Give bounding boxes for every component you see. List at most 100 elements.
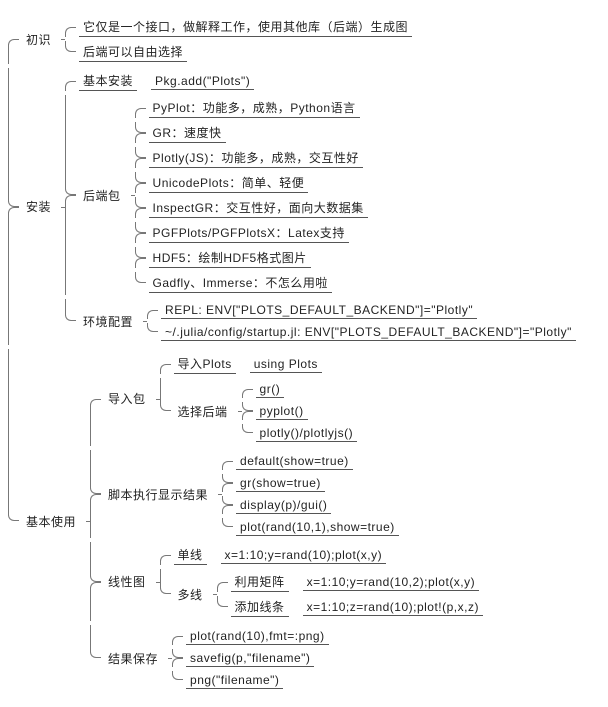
node-row: InspectGR：交互性好，面向大数据集 (149, 197, 374, 218)
tree-node: 初识它仅是一个接口，做解释工作，使用其他库（后端）生成图后端可以自由选择 (8, 14, 600, 64)
tree-node: 安装基本安装Pkg.add("Plots")后端包PyPlot：功能多，成熟，P… (8, 68, 600, 345)
leaf-label: 导入Plots (174, 353, 236, 374)
leaf-label: InspectGR：交互性好，面向大数据集 (149, 197, 368, 218)
tree-node: plot(rand(10),fmt=:png) (172, 627, 335, 645)
branch-label: 结果保存 (104, 648, 162, 669)
leaf-label: Gadfly、Immerse：不怎么用啦 (149, 272, 332, 293)
node-row: 导入包 (104, 388, 156, 409)
leaf-label: gr() (256, 380, 285, 398)
tree-node: 结果保存 plot(rand(10),fmt=:png) savefig(p,"fi… (90, 625, 489, 691)
children: 单线x=1:10;y=rand(10);plot(x,y) 多线利用矩阵 x=1:1… (160, 542, 489, 621)
tree-node: UnicodePlots：简单、轻便 (135, 172, 374, 193)
node-row: 利用矩阵 x=1:10;y=rand(10,2);plot(x,y) (231, 571, 486, 592)
node-row: Gadfly、Immerse：不怎么用啦 (149, 272, 338, 293)
tree-node: display(p)/gui() (222, 496, 405, 514)
node-row: gr(show=true) (236, 474, 331, 492)
node-row: 安装 (22, 196, 61, 217)
tree-node: 导入包导入Plotsusing Plots选择后端gr()pyplot()plo… (90, 351, 489, 446)
children: REPL: ENV["PLOTS_DEFAULT_BACKEND"]="Plot… (147, 299, 582, 343)
tree-node: 后端包 PyPlot：功能多，成熟，Python语言 GR：速度快 Plotly(JS… (65, 95, 582, 295)
branch-label: 脚本执行显示结果 (104, 484, 212, 505)
children: PyPlot：功能多，成熟，Python语言 GR：速度快 Plotly(JS)：功… (135, 95, 374, 295)
node-row: 结果保存 (104, 648, 168, 669)
leaf-label: Plotly(JS)：功能多，成熟，交互性好 (149, 147, 363, 168)
node-row: ~/.julia/config/startup.jl: ENV["PLOTS_D… (161, 323, 582, 341)
leaf-label: 添加线条 (231, 596, 289, 617)
tree-node: 添加线条 x=1:10;z=rand(10);plot!(p,x,z) (217, 596, 489, 617)
tree-node: 选择后端 gr() pyplot() plotly()/plotlyjs() (160, 378, 364, 444)
node-row: GR：速度快 (149, 122, 232, 143)
node-row: 脚本执行显示结果 (104, 484, 218, 505)
tree-node: gr() (242, 380, 364, 398)
node-row: gr() (256, 380, 291, 398)
leaf-label: plot(rand(10,1),show=true) (236, 518, 399, 536)
leaf-label: 利用矩阵 (231, 571, 289, 592)
leaf-label: display(p)/gui() (236, 496, 331, 514)
leaf-label: default(show=true) (236, 452, 353, 470)
tree-node: pyplot() (242, 402, 364, 420)
branch-label: 导入包 (104, 388, 150, 409)
leaf-label: 它仅是一个接口，做解释工作，使用其他库（后端）生成图 (79, 16, 412, 37)
node-row: 基本使用 (22, 511, 86, 532)
aside-label: x=1:10;y=rand(10,2);plot(x,y) (303, 573, 480, 591)
node-row: PyPlot：功能多，成熟，Python语言 (149, 97, 366, 118)
aside-label: x=1:10;z=rand(10);plot!(p,x,z) (303, 598, 483, 616)
children: default(show=true) gr(show=true) display(p… (222, 450, 405, 538)
leaf-label: png("filename") (186, 671, 283, 689)
branch-label: 环境配置 (79, 311, 137, 332)
branch-label: 基本使用 (22, 511, 80, 532)
node-row: 初识 (22, 29, 61, 50)
node-row: pyplot() (256, 402, 314, 420)
tree-node: 单线x=1:10;y=rand(10);plot(x,y) (160, 544, 489, 565)
tree-node: HDF5：绘制HDF5格式图片 (135, 247, 374, 268)
branch-label: 初识 (22, 29, 55, 50)
tree-node: PyPlot：功能多，成熟，Python语言 (135, 97, 374, 118)
tree-node: REPL: ENV["PLOTS_DEFAULT_BACKEND"]="Plot… (147, 301, 582, 319)
node-row: REPL: ENV["PLOTS_DEFAULT_BACKEND"]="Plot… (161, 301, 483, 319)
tree-node: default(show=true) (222, 452, 405, 470)
tree-node: ~/.julia/config/startup.jl: ENV["PLOTS_D… (147, 323, 582, 341)
node-row: 环境配置 (79, 311, 143, 332)
tree-node: plotly()/plotlyjs() (242, 424, 364, 442)
leaf-label: ~/.julia/config/startup.jl: ENV["PLOTS_D… (161, 323, 576, 341)
children: 导入包导入Plotsusing Plots选择后端gr()pyplot()plo… (90, 349, 489, 693)
leaf-label: PGFPlots/PGFPlotsX：Latex支持 (149, 222, 349, 243)
tree-node: 基本使用导入包导入Plotsusing Plots选择后端gr()pyplot(… (8, 349, 600, 693)
tree-node: PGFPlots/PGFPlotsX：Latex支持 (135, 222, 374, 243)
tree-node: 后端可以自由选择 (65, 41, 418, 62)
leaf-label: 后端可以自由选择 (79, 41, 187, 62)
leaf-label: GR：速度快 (149, 122, 226, 143)
leaf-label: 基本安装 (79, 70, 137, 91)
tree-node: 脚本执行显示结果default(show=true)gr(show=true)d… (90, 450, 489, 538)
node-row: 后端包 (79, 185, 131, 206)
branch-label: 线性图 (104, 571, 150, 592)
tree-node: GR：速度快 (135, 122, 374, 143)
node-row: 选择后端 (174, 401, 238, 422)
children: 基本安装Pkg.add("Plots")后端包PyPlot：功能多，成熟，Pyt… (65, 68, 582, 345)
node-row: default(show=true) (236, 452, 359, 470)
tree-node: 利用矩阵 x=1:10;y=rand(10,2);plot(x,y) (217, 571, 489, 592)
tree-node: Gadfly、Immerse：不怎么用啦 (135, 272, 374, 293)
mindmap-root: 初识它仅是一个接口，做解释工作，使用其他库（后端）生成图后端可以自由选择安装基本… (8, 12, 600, 695)
node-row: display(p)/gui() (236, 496, 337, 514)
node-row: 添加线条 x=1:10;z=rand(10);plot!(p,x,z) (231, 596, 489, 617)
tree-node: InspectGR：交互性好，面向大数据集 (135, 197, 374, 218)
leaf-label: UnicodePlots：简单、轻便 (149, 172, 309, 193)
node-row: 它仅是一个接口，做解释工作，使用其他库（后端）生成图 (79, 16, 418, 37)
node-row: 单线x=1:10;y=rand(10);plot(x,y) (174, 544, 393, 565)
leaf-label: gr(show=true) (236, 474, 325, 492)
node-row: plot(rand(10,1),show=true) (236, 518, 405, 536)
tree-node: 它仅是一个接口，做解释工作，使用其他库（后端）生成图 (65, 16, 418, 37)
node-row: 基本安装Pkg.add("Plots") (79, 70, 260, 91)
node-row: 后端可以自由选择 (79, 41, 193, 62)
tree-node: savefig(p,"filename") (172, 649, 335, 667)
tree-node: 基本安装Pkg.add("Plots") (65, 70, 582, 91)
children: 它仅是一个接口，做解释工作，使用其他库（后端）生成图后端可以自由选择 (65, 14, 418, 64)
tree-node: gr(show=true) (222, 474, 405, 492)
node-row: UnicodePlots：简单、轻便 (149, 172, 315, 193)
leaf-label: plotly()/plotlyjs() (256, 424, 358, 442)
children: gr() pyplot() plotly()/plotlyjs() (242, 378, 364, 444)
node-row: 多线 (174, 584, 213, 605)
tree-node: 线性图 单线x=1:10;y=rand(10);plot(x,y) 多线利用矩阵 x=… (90, 542, 489, 621)
children: 导入Plotsusing Plots选择后端gr()pyplot()plotly… (160, 351, 364, 446)
